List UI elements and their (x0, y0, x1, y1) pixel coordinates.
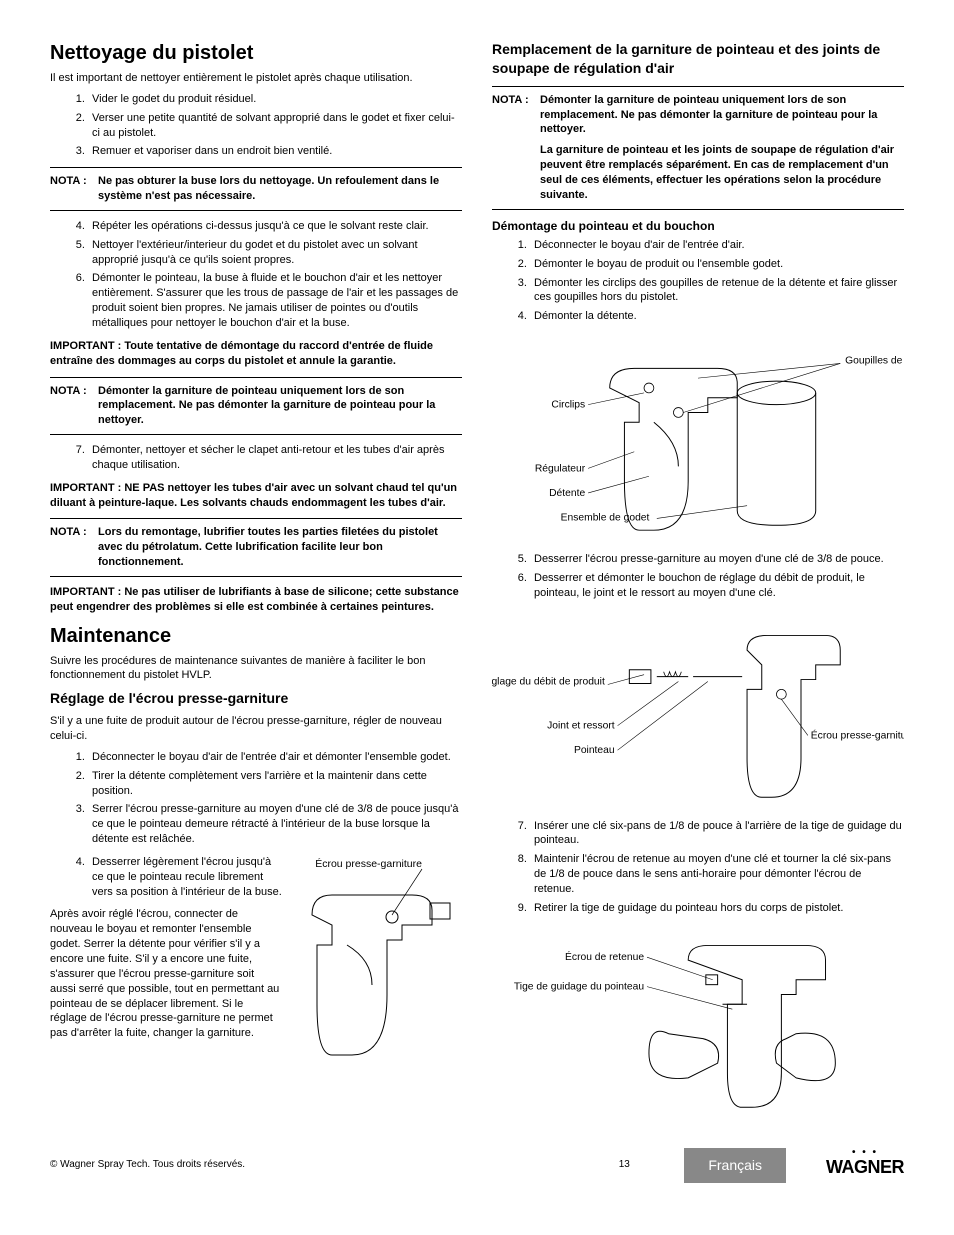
list-item: Démonter la détente. (530, 309, 904, 324)
list-item: Démonter le pointeau, la buse à fluide e… (88, 271, 462, 330)
fig3-joint: Joint et ressort (547, 720, 615, 731)
important-1: IMPORTANT : Toute tentative de démontage… (50, 339, 462, 369)
reglage-intro: S'il y a une fuite de produit autour de … (50, 714, 462, 744)
fig4-tige: Tige de guidage du pointeau (514, 981, 644, 992)
list-item: Desserrer et démonter le bouchon de régl… (530, 571, 904, 601)
list-item: Déconnecter le boyau d'air de l'entrée d… (88, 750, 462, 765)
list-item: Desserrer l'écrou presse-garniture au mo… (530, 552, 904, 567)
important-label: IMPORTANT : (50, 482, 121, 494)
nota-box-3: NOTA : Lors du remontage, lubrifier tout… (50, 518, 462, 577)
fig2-circlips: Circlips (551, 400, 585, 411)
steps-a: Déconnecter le boyau d'air de l'entrée d… (492, 238, 904, 324)
list-item: Démonter, nettoyer et sécher le clapet a… (88, 443, 462, 473)
step4-and-figure: Desserrer légèrement l'écrou jusqu'à ce … (50, 855, 462, 1065)
list-item: Vider le godet du produit résiduel. (88, 92, 462, 107)
right-column: Remplacement de la garniture de pointeau… (492, 40, 904, 1124)
figure-2: Goupilles de retenue de détente Circlips… (492, 332, 904, 542)
fig3-pointeau: Pointeau (574, 745, 615, 756)
fig4-ecrou: Écrou de retenue (565, 950, 644, 963)
important-label: IMPORTANT : (50, 340, 121, 352)
list-item: Insérer une clé six-pans de 1/8 de pouce… (530, 819, 904, 849)
important-3: IMPORTANT : Ne pas utiliser de lubrifian… (50, 585, 462, 615)
list-item: Desserrer légèrement l'écrou jusqu'à ce … (88, 855, 282, 900)
nota-label: NOTA : (492, 93, 540, 138)
copyright: © Wagner Spray Tech. Tous droits réservé… (50, 1158, 604, 1172)
nota-text: Démonter la garniture de pointeau unique… (98, 384, 462, 429)
page-number: 13 (604, 1158, 644, 1172)
figure-1: Écrou presse-garniture (292, 855, 462, 1065)
list-item: Serrer l'écrou presse-garniture au moyen… (88, 802, 462, 847)
nota-text-b: La garniture de pointeau et les joints d… (492, 143, 904, 202)
nota-box-1: NOTA : Ne pas obturer la buse lors du ne… (50, 167, 462, 211)
intro-text: Il est important de nettoyer entièrement… (50, 71, 462, 86)
steps-list-2: Répéter les opérations ci-dessus jusqu'à… (50, 219, 462, 331)
list-item: Remuer et vaporiser dans un endroit bien… (88, 144, 462, 159)
list-item: Verser une petite quantité de solvant ap… (88, 111, 462, 141)
steps-c: Insérer une clé six-pans de 1/8 de pouce… (492, 819, 904, 916)
heading-maintenance: Maintenance (50, 623, 462, 650)
reglage-steps: Déconnecter le boyau d'air de l'entrée d… (50, 750, 462, 847)
list-item: Déconnecter le boyau d'air de l'entrée d… (530, 238, 904, 253)
figure-3: Bouchon de réglage du débit de produit J… (492, 609, 904, 809)
list-item: Démonter les circlips des goupilles de r… (530, 276, 904, 306)
maint-intro: Suivre les procédures de maintenance sui… (50, 654, 462, 684)
list-item: Maintenir l'écrou de retenue au moyen d'… (530, 852, 904, 897)
fig3-ecrou: Écrou presse-garniture (811, 728, 904, 741)
list-item: Nettoyer l'extérieur/interieur du godet … (88, 238, 462, 268)
important-label: IMPORTANT : (50, 586, 121, 598)
fig3-bouchon: Bouchon de réglage du débit de produit (492, 676, 605, 687)
figure-4: Écrou de retenue Tige de guidage du poin… (492, 924, 904, 1114)
steps-b: Desserrer l'écrou presse-garniture au mo… (492, 552, 904, 601)
page-footer: © Wagner Spray Tech. Tous droits réservé… (50, 1142, 904, 1183)
nota-label: NOTA : (50, 384, 98, 429)
language-badge: Français (684, 1148, 786, 1183)
fig2-goupilles: Goupilles de retenue de détente (845, 356, 904, 367)
heading-nettoyage: Nettoyage du pistolet (50, 40, 462, 67)
nota-box-2: NOTA : Démonter la garniture de pointeau… (50, 377, 462, 436)
heading-demontage: Démontage du pointeau et du bouchon (492, 218, 904, 234)
list-item: Tirer la détente complètement vers l'arr… (88, 769, 462, 799)
fig2-regulateur: Régulateur (535, 463, 586, 474)
nota-text: Ne pas obturer la buse lors du nettoyage… (98, 174, 462, 204)
heading-remplacement: Remplacement de la garniture de pointeau… (492, 40, 904, 78)
list-item: Retirer la tige de guidage du pointeau h… (530, 901, 904, 916)
left-column: Nettoyage du pistolet Il est important d… (50, 40, 462, 1124)
nota-text: Lors du remontage, lubrifier toutes les … (98, 525, 462, 570)
heading-reglage: Réglage de l'écrou presse-garniture (50, 689, 462, 708)
reglage-after: Après avoir réglé l'écrou, connecter de … (50, 907, 282, 1041)
wagner-logo: • • • WAGNER (826, 1150, 904, 1179)
steps-list-3: Démonter, nettoyer et sécher le clapet a… (50, 443, 462, 473)
important-2: IMPORTANT : NE PAS nettoyer les tubes d'… (50, 481, 462, 511)
nota-label: NOTA : (50, 525, 98, 570)
steps-list-1: Vider le godet du produit résiduel. Vers… (50, 92, 462, 159)
nota-label: NOTA : (50, 174, 98, 204)
list-item: Démonter le boyau de produit ou l'ensemb… (530, 257, 904, 272)
fig1-label: Écrou presse-garniture (315, 857, 422, 870)
nota-box-right: NOTA : Démonter la garniture de pointeau… (492, 86, 904, 210)
list-item: Répéter les opérations ci-dessus jusqu'à… (88, 219, 462, 234)
nota-text: Démonter la garniture de pointeau unique… (540, 93, 904, 138)
fig2-detente: Détente (549, 488, 585, 499)
page-columns: Nettoyage du pistolet Il est important d… (50, 40, 904, 1124)
logo-text: WAGNER (826, 1157, 904, 1177)
reglage-steps-4: Desserrer légèrement l'écrou jusqu'à ce … (50, 855, 282, 900)
fig2-godet: Ensemble de godet (561, 512, 650, 523)
